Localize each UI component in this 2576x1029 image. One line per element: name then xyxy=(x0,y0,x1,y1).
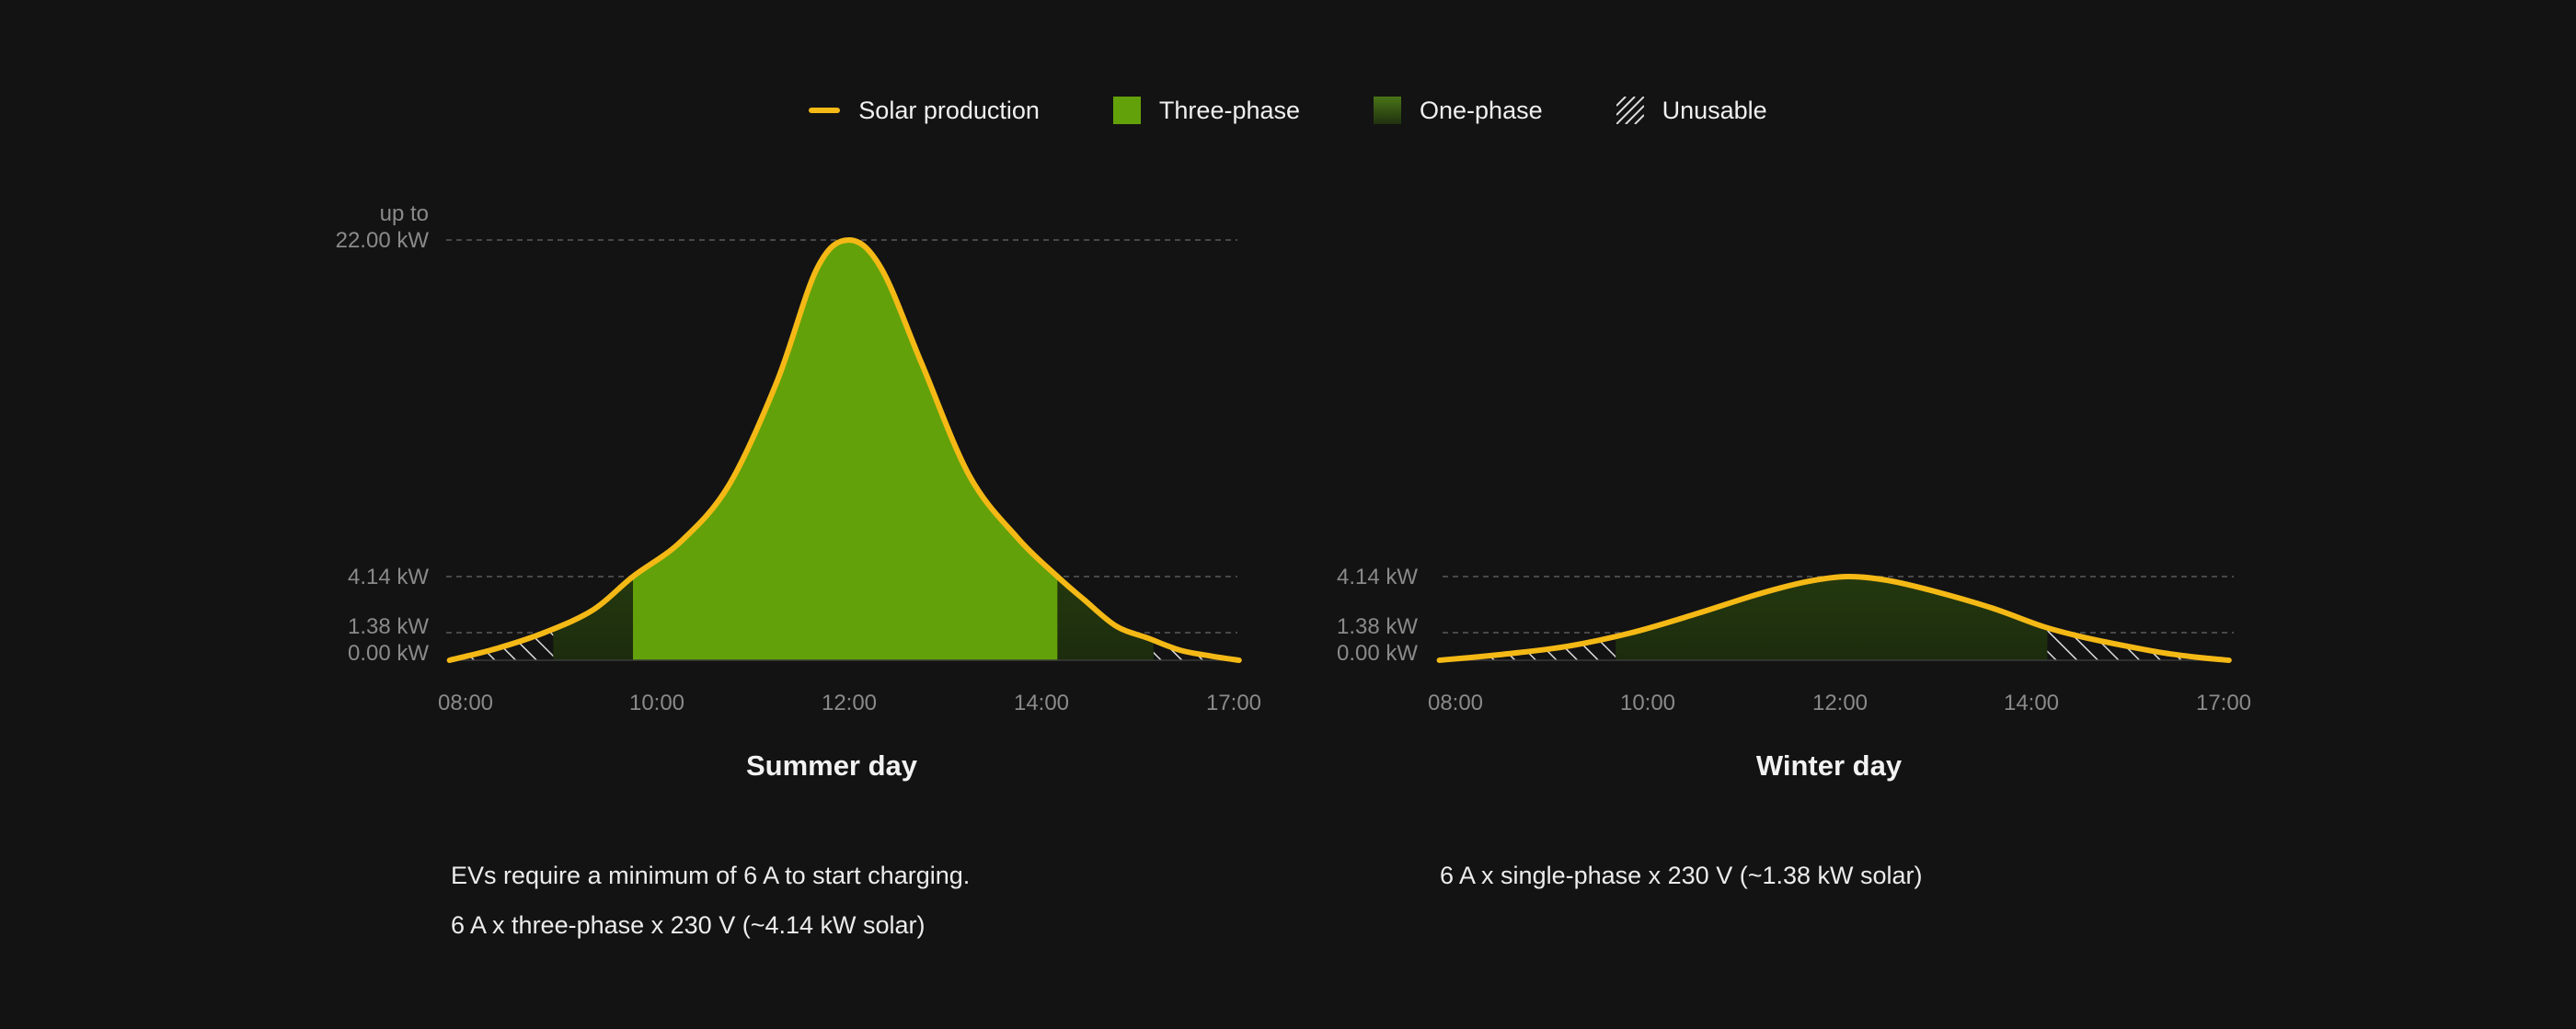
solar-production-line xyxy=(446,237,1242,663)
winter-chart: 0.00 kW1.38 kW 4.14 kW 08:00 10:00 12:00 14:0… xyxy=(1337,565,2251,782)
unusable-region xyxy=(2047,576,2229,660)
summer-note-three-phase: 6 A x three-phase x 230 V (~4.14 kW sola… xyxy=(451,911,926,939)
solar-line-swatch xyxy=(809,108,841,113)
x-tick-label: 14:00 xyxy=(2004,691,2059,715)
chart-legend: Solar production Three-phase One-phase U… xyxy=(0,90,2576,131)
unusable-region xyxy=(1439,576,1616,660)
x-tick-label: 08:00 xyxy=(1428,691,1483,715)
unusable-region xyxy=(449,240,554,660)
x-tick-label: 12:00 xyxy=(822,691,877,715)
chart-title: Summer day xyxy=(746,749,918,782)
region-fills xyxy=(449,240,1239,660)
y-tick-label: 0.00 kW xyxy=(1337,641,1418,666)
y-tick-label: 1.38 kW xyxy=(348,614,429,639)
x-tick-label: 17:00 xyxy=(1206,691,1261,715)
y-tick-label: 4.14 kW xyxy=(1337,565,1418,589)
legend-item-solar: Solar production xyxy=(809,97,1040,125)
summer-note-minimum-current: EVs require a minimum of 6 A to start ch… xyxy=(451,862,971,889)
legend-item-three-phase: Three-phase xyxy=(1112,96,1301,125)
solar-production-line xyxy=(1436,573,2232,663)
legend-label-solar: Solar production xyxy=(858,96,1040,124)
three-phase-swatch xyxy=(1112,97,1141,124)
legend-label-unusable: Unusable xyxy=(1662,96,1767,124)
one-phase-region xyxy=(1616,576,2048,660)
x-tick-label: 12:00 xyxy=(1812,691,1868,715)
y-tick-label: 1.38 kW xyxy=(1337,614,1418,639)
y-tick-label: 22.00 kW xyxy=(336,228,430,253)
unusable-hatch-swatch xyxy=(1616,97,1644,124)
x-tick-label: 17:00 xyxy=(2196,691,2251,715)
three-phase-region xyxy=(633,240,1058,660)
x-tick-label: 14:00 xyxy=(1014,691,1069,715)
x-tick-label: 10:00 xyxy=(629,691,684,715)
region-fills xyxy=(1439,576,2229,660)
legend-label-one-phase: One-phase xyxy=(1420,96,1543,124)
x-tick-label: 08:00 xyxy=(438,691,493,715)
legend-item-unusable: Unusable xyxy=(1616,97,1767,125)
legend-item-one-phase: One-phase xyxy=(1374,97,1543,125)
one-phase-swatch xyxy=(1374,97,1402,124)
winter-note-single-phase: 6 A x single-phase x 230 V (~1.38 kW sol… xyxy=(1440,862,1923,889)
legend-label-three-phase: Three-phase xyxy=(1158,96,1301,124)
unusable-region xyxy=(1153,240,1239,660)
y-tick-label-prefix: up to xyxy=(380,201,429,226)
y-tick-label: 0.00 kW xyxy=(348,641,429,666)
x-tick-label: 10:00 xyxy=(1620,691,1675,715)
y-tick-label: 4.14 kW xyxy=(348,565,429,589)
chart-title: Winter day xyxy=(1756,749,1903,782)
